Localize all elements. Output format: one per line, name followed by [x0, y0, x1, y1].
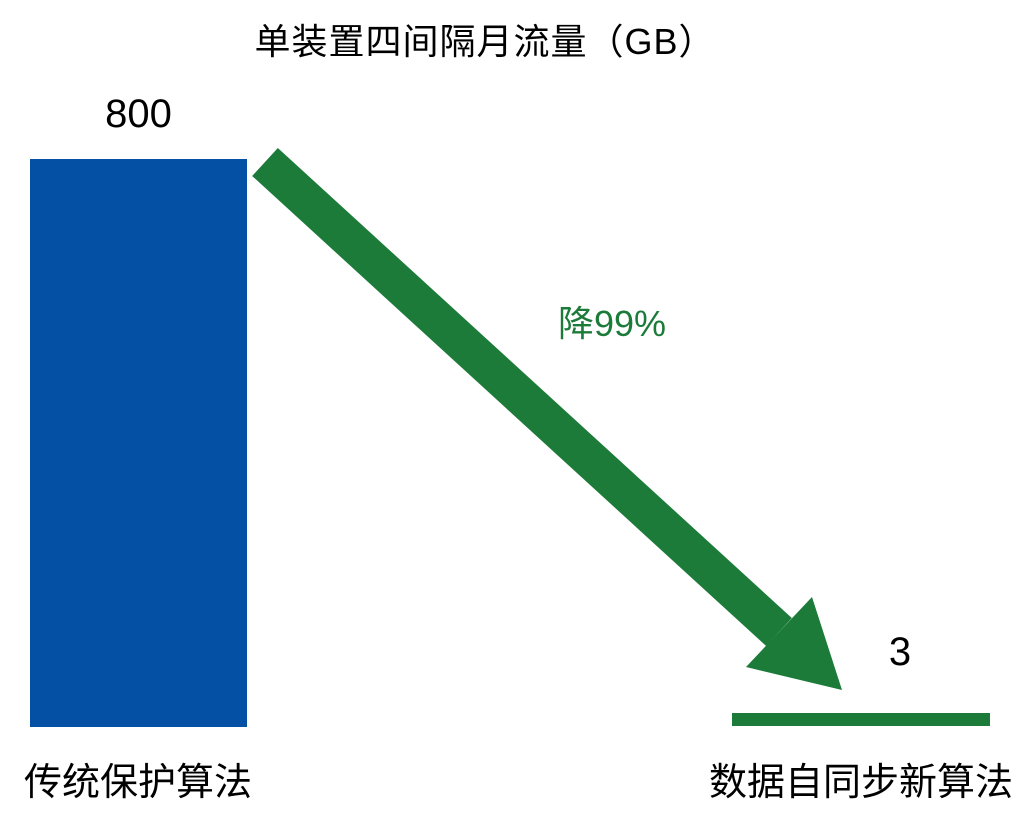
chart-title: 单装置四间隔月流量（GB） — [254, 21, 716, 62]
decrease-arrow-head — [746, 597, 842, 690]
decrease-arrow-shaft — [252, 147, 792, 647]
decrease-annotation: 降99% — [558, 303, 667, 344]
bar-value-traditional: 800 — [105, 92, 172, 136]
bar-traditional — [30, 159, 247, 727]
bar-value-new-algorithm: 3 — [888, 630, 912, 674]
category-label-new-algorithm: 数据自同步新算法 — [708, 762, 1013, 804]
bar-new-algorithm — [732, 713, 990, 726]
category-label-traditional: 传统保护算法 — [23, 762, 252, 804]
